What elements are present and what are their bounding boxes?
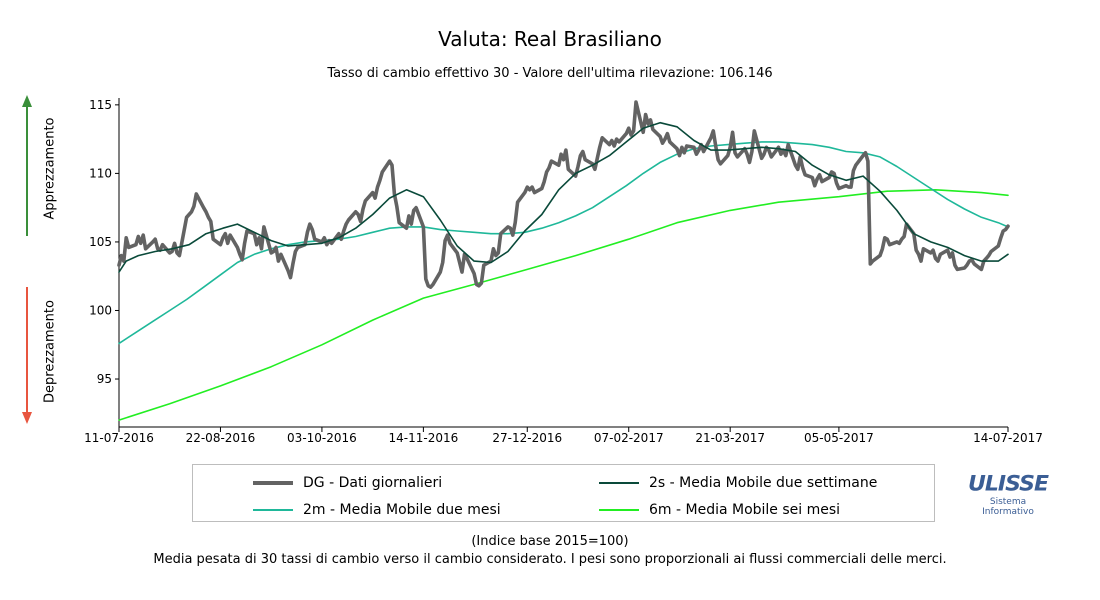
logo-subtitle-1: Sistema	[989, 497, 1027, 507]
ulisse-logo: ULISSE Sistema Informativo	[968, 472, 1049, 517]
y-tick-label: 115	[89, 98, 112, 112]
x-tick-label: 27-12-2016	[492, 431, 562, 445]
x-tick-label: 14-11-2016	[389, 431, 459, 445]
x-tick-label: 05-05-2017	[804, 431, 874, 445]
x-tick-label: 14-07-2017	[973, 431, 1043, 445]
legend-swatch-6m	[599, 509, 639, 511]
logo-wordmark: ULISSE	[968, 472, 1049, 497]
x-tick-label: 07-02-2017	[594, 431, 664, 445]
legend: DG - Dati giornalieri 2s - Media Mobile …	[192, 464, 935, 522]
x-tick-label: 11-07-2016	[84, 431, 154, 445]
chart-series-layer	[117, 100, 1010, 421]
index-base-note: (Indice base 2015=100)	[471, 534, 629, 549]
x-tick-label: 21-03-2017	[695, 431, 765, 445]
legend-label-2m: 2m - Media Mobile due mesi	[303, 502, 501, 518]
appreciation-arrow-head	[22, 95, 32, 107]
chart-axes: 95 100 105 110 115 11-07-2016 22-08-2016 03-10-…	[84, 98, 1043, 445]
chart-title: Valuta: Real Brasiliano	[438, 27, 662, 51]
appreciation-label: Apprezzamento	[42, 117, 58, 220]
legend-swatch-daily	[253, 481, 293, 485]
logo-subtitle-2: Informativo	[982, 507, 1034, 517]
depreciation-label: Deprezzamento	[42, 300, 58, 403]
legend-label-2s: 2s - Media Mobile due settimane	[649, 475, 878, 491]
y-tick-label: 105	[89, 235, 112, 249]
y-tick-label: 110	[89, 166, 112, 180]
x-tick-label: 22-08-2016	[186, 431, 256, 445]
y-tick-label: 95	[97, 372, 112, 386]
series-line-2	[118, 141, 1009, 345]
legend-label-daily: DG - Dati giornalieri	[303, 475, 443, 491]
x-tick-label: 03-10-2016	[287, 431, 357, 445]
series-line-3	[118, 189, 1009, 421]
y-tick-label: 100	[89, 303, 112, 317]
depreciation-arrow-head	[22, 412, 32, 424]
series-line-1	[118, 121, 1009, 273]
direction-arrows	[22, 95, 32, 424]
methodology-note: Media pesata di 30 tassi di cambio verso…	[153, 552, 947, 567]
legend-swatch-2m	[253, 509, 293, 511]
series-line-0	[117, 100, 1010, 289]
chart-subtitle: Tasso di cambio effettivo 30 - Valore de…	[327, 66, 773, 81]
legend-swatch-2s	[599, 482, 639, 484]
legend-label-6m: 6m - Media Mobile sei mesi	[649, 502, 841, 518]
